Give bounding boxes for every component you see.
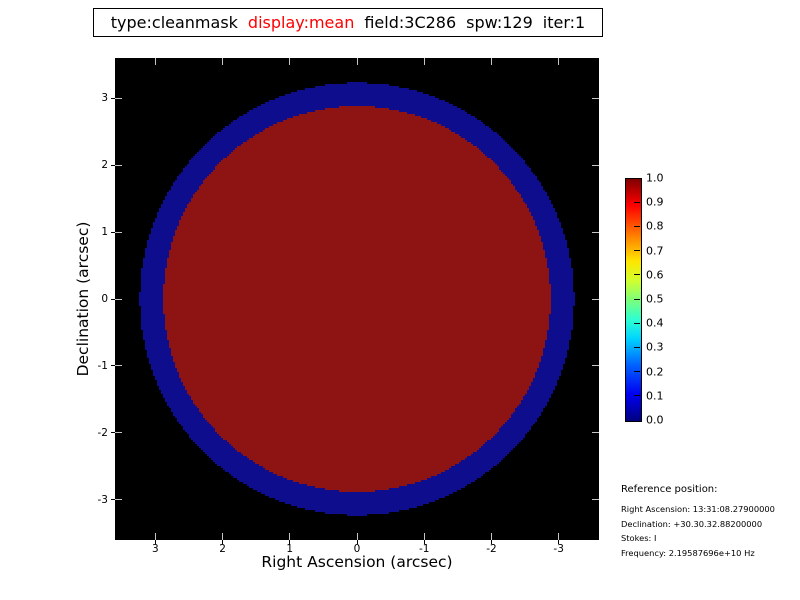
colorbar-tick-label: 0.8 <box>646 219 664 233</box>
colorbar-tick-label: 0.7 <box>646 244 664 258</box>
y-tick-left-inner <box>115 164 122 166</box>
y-tick-label: -2 <box>97 426 108 439</box>
y-tick-left-outer <box>111 499 115 501</box>
x-tick-top <box>490 58 492 65</box>
y-tick-right-inner <box>592 365 599 367</box>
x-tick-label: -1 <box>418 543 430 555</box>
y-tick-left-inner <box>115 231 122 233</box>
y-tick-left-inner <box>115 365 122 367</box>
y-tick-label: 1 <box>101 226 108 239</box>
colorbar-tick <box>634 274 640 276</box>
colorbar-tick <box>634 225 640 228</box>
y-tick-left-outer <box>111 298 115 300</box>
x-axis-label: Right Ascension (arcsec) <box>261 553 453 571</box>
y-tick-right-inner <box>592 231 599 233</box>
reference-line: Frequency: 2.19587696e+10 Hz <box>621 547 755 558</box>
mask-raster <box>115 58 599 540</box>
y-tick-right-inner <box>592 164 599 166</box>
x-tick-top <box>356 58 358 65</box>
x-tick-bottom-outer <box>423 540 425 544</box>
x-tick-top <box>423 58 425 65</box>
title-part: field:3C286 <box>364 13 457 32</box>
reference-line: Stokes: I <box>621 533 657 543</box>
colorbar-tick-label: 0.4 <box>646 316 664 330</box>
colorbar <box>625 178 642 422</box>
title-part: type:cleanmask <box>110 13 238 32</box>
x-tick-bottom-outer <box>558 540 560 544</box>
x-tick-label: 1 <box>286 543 294 555</box>
plot-area <box>115 58 599 540</box>
colorbar-tick <box>634 322 640 324</box>
y-tick-left-outer <box>111 365 115 367</box>
colorbar-tick-label: 0.1 <box>646 389 664 403</box>
y-tick-right-inner <box>592 432 599 434</box>
colorbar-tick-label: 0.3 <box>646 340 664 354</box>
reference-line: Right Ascension: 13:31:08.27900000 <box>621 504 775 514</box>
x-tick-bottom-outer <box>222 540 224 544</box>
x-tick-bottom-outer <box>490 540 492 544</box>
x-tick-bottom-inner <box>222 533 224 540</box>
plot-title-box: type:cleanmask display:mean field:3C286 spw… <box>93 8 603 37</box>
colorbar-tick <box>634 201 640 203</box>
title-part: display:mean <box>247 13 355 32</box>
colorbar-tick-label: 0.0 <box>646 413 664 427</box>
y-tick-right-inner <box>592 97 599 99</box>
y-tick-label: -3 <box>97 493 108 506</box>
colorbar-tick <box>634 346 640 349</box>
reference-line: Declination: +30.30.32.88200000 <box>621 518 763 529</box>
x-tick-label: 3 <box>151 543 159 555</box>
colorbar-tick-label: 0.9 <box>646 195 664 209</box>
y-tick-label: 0 <box>101 293 108 305</box>
title-part: iter:1 <box>542 13 586 32</box>
x-tick-bottom-outer <box>289 540 291 544</box>
y-tick-right-inner <box>592 499 599 501</box>
reference-position-block: Reference position: Right Ascension: 13:… <box>621 483 775 562</box>
y-tick-left-outer <box>111 231 115 233</box>
title-part: spw:129 <box>466 13 533 32</box>
colorbar-tick <box>634 395 640 397</box>
colorbar-tick <box>634 250 640 252</box>
y-tick-left-inner <box>115 499 122 501</box>
x-tick-bottom-outer <box>154 540 156 544</box>
y-tick-right-inner <box>592 298 599 300</box>
x-tick-top <box>154 58 156 65</box>
colorbar-tick-label: 0.6 <box>646 268 664 282</box>
x-tick-bottom-inner <box>289 533 291 540</box>
y-tick-left-inner <box>115 432 122 434</box>
x-tick-bottom-inner <box>558 533 560 540</box>
y-tick-left-outer <box>111 97 115 99</box>
x-tick-top <box>558 58 560 65</box>
reference-position-heading: Reference position: <box>621 484 718 495</box>
y-tick-left-inner <box>115 298 122 300</box>
x-tick-label: 0 <box>353 543 361 555</box>
x-tick-bottom-inner <box>490 533 492 540</box>
y-tick-left-inner <box>115 97 122 99</box>
x-tick-label: -3 <box>553 543 564 555</box>
x-tick-bottom-inner <box>423 533 425 540</box>
colorbar-tick <box>634 298 640 300</box>
y-tick-label: 3 <box>101 92 108 105</box>
x-tick-top <box>222 58 224 65</box>
y-tick-label: 2 <box>101 159 108 172</box>
colorbar-tick-label: 0.5 <box>646 292 664 306</box>
x-tick-bottom-inner <box>154 533 156 540</box>
y-tick-left-outer <box>111 164 115 166</box>
colorbar-tick <box>634 371 640 373</box>
x-tick-bottom-outer <box>356 540 358 544</box>
x-tick-label: 2 <box>219 543 226 555</box>
colorbar-tick-label: 0.2 <box>646 365 664 379</box>
y-tick-left-outer <box>111 432 115 434</box>
x-tick-top <box>289 58 291 65</box>
colorbar-tick-label: 1.0 <box>646 171 664 185</box>
y-tick-label: -1 <box>97 359 108 372</box>
x-tick-bottom-inner <box>356 533 358 540</box>
x-tick-label: -2 <box>486 543 497 555</box>
